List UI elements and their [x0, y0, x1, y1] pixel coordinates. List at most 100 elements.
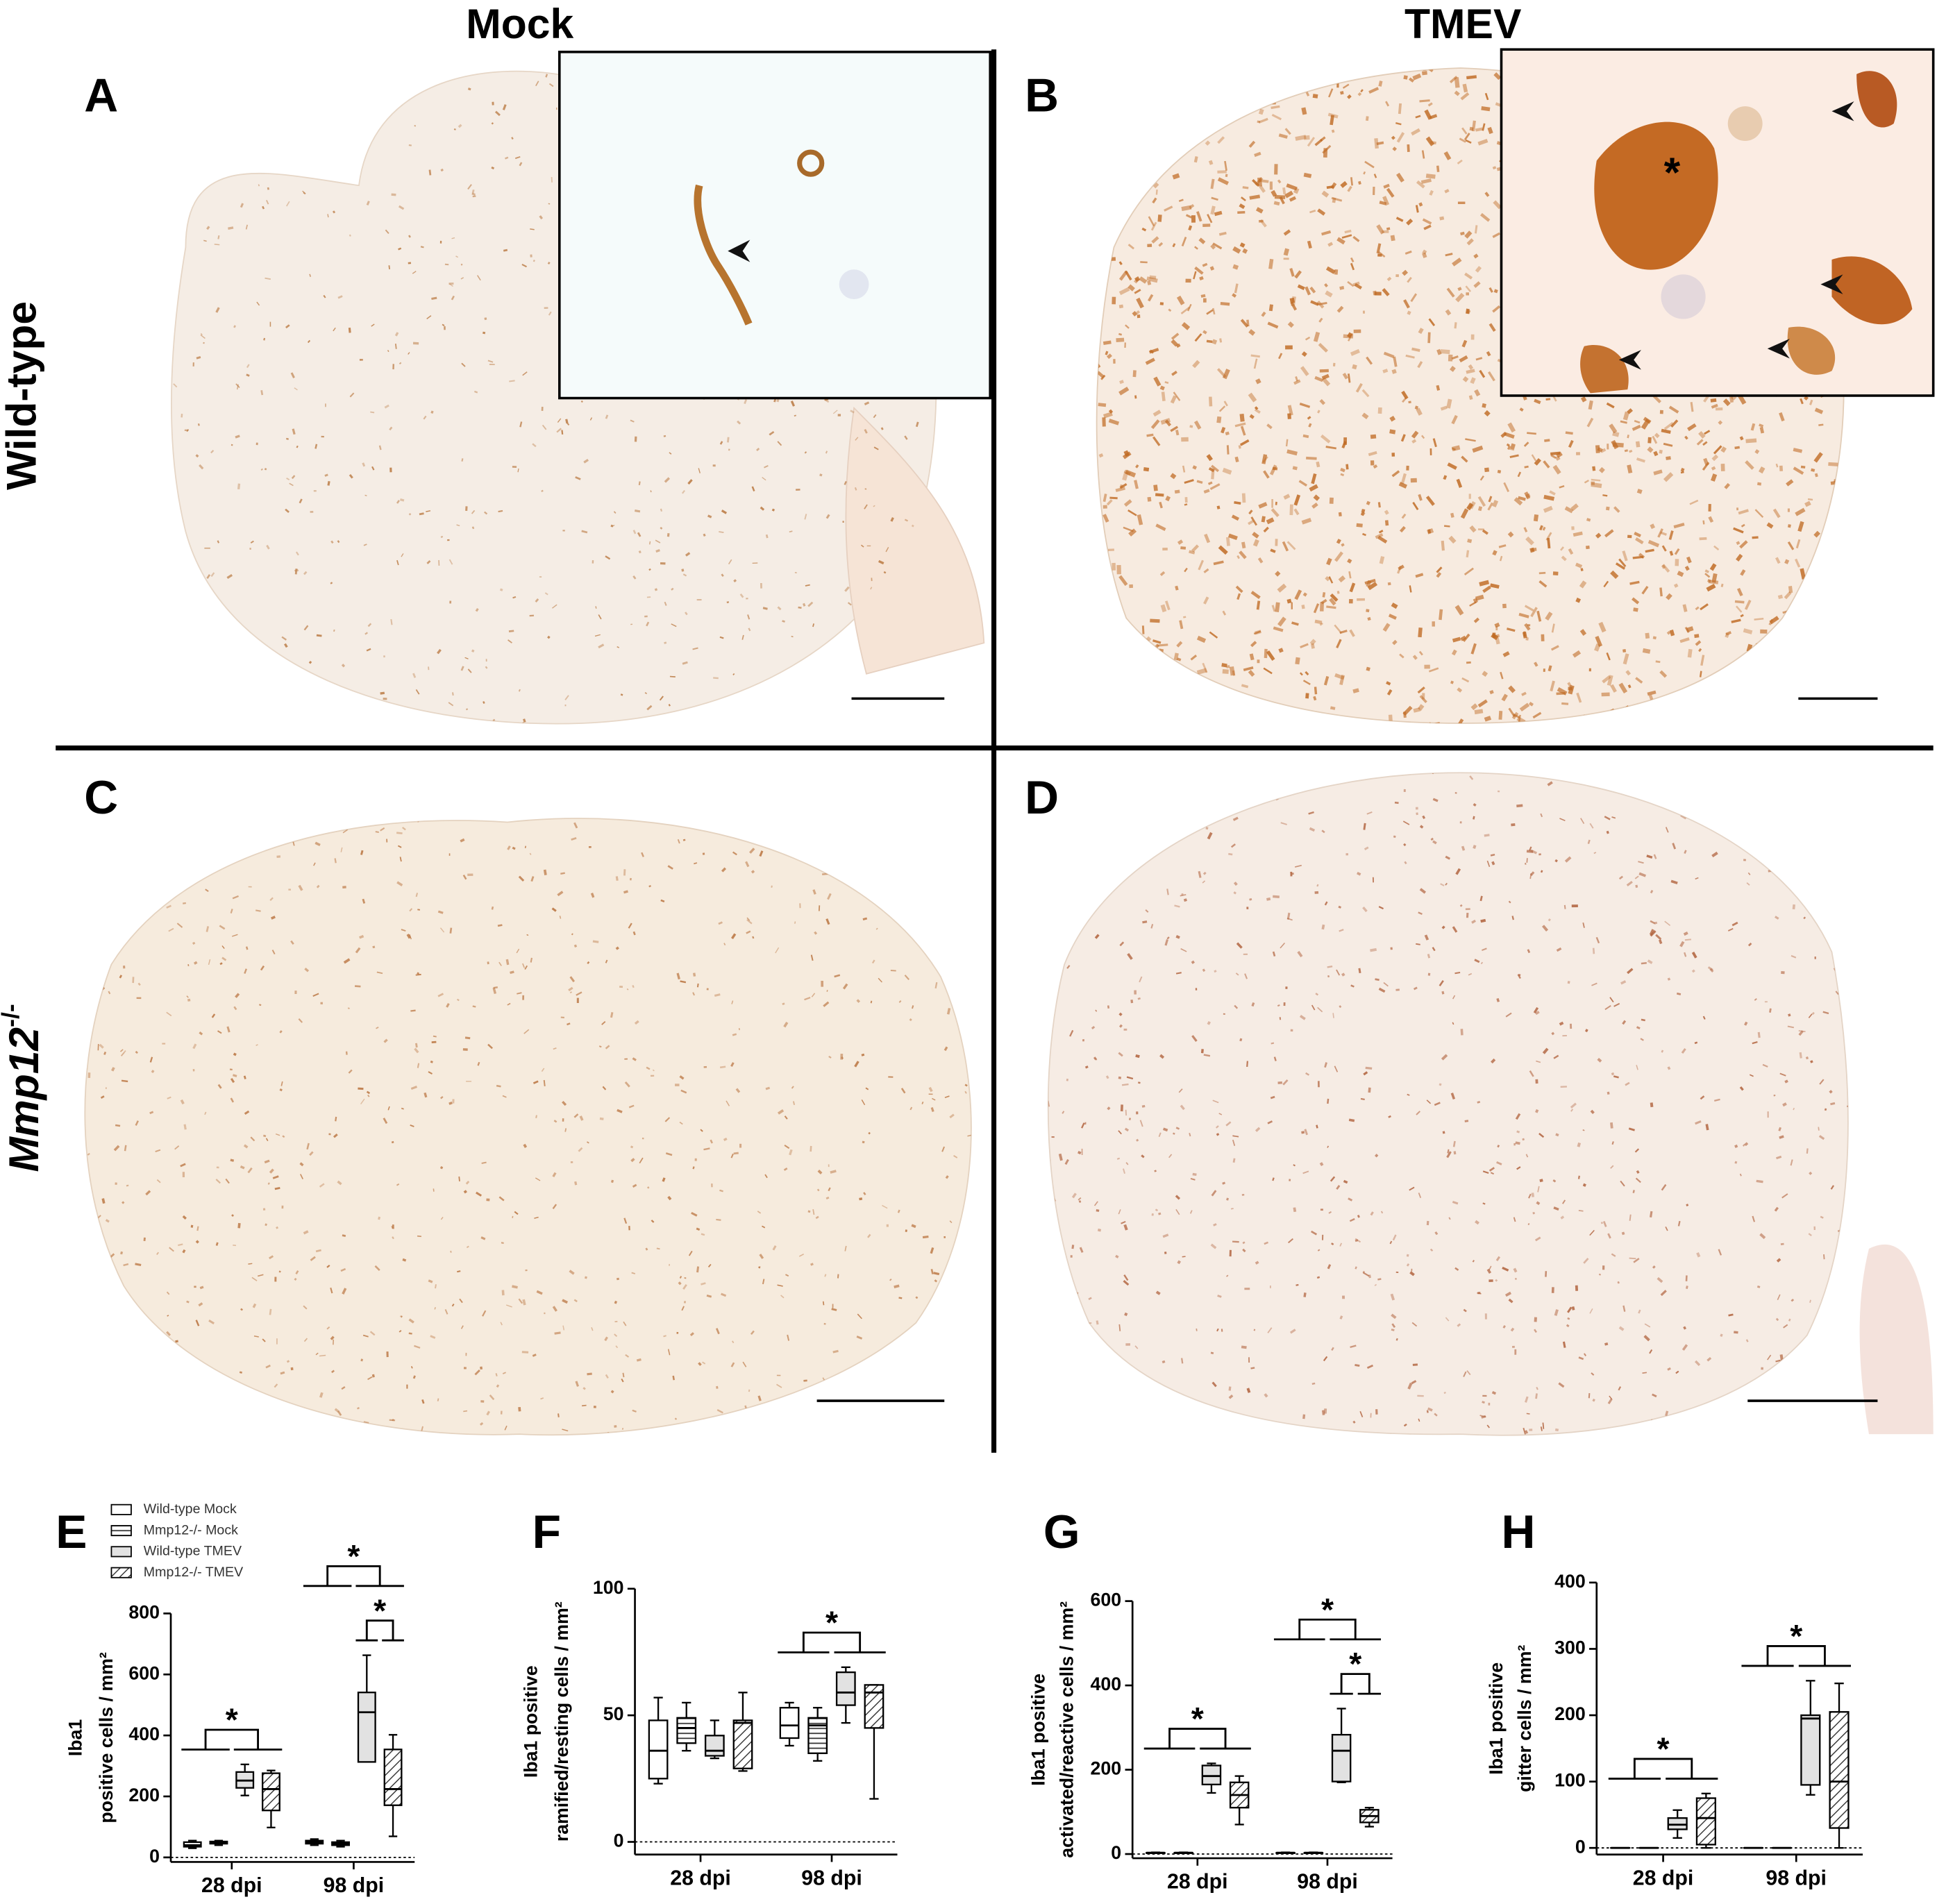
stain: [539, 215, 544, 220]
stain: [1663, 421, 1674, 430]
stain: [610, 524, 614, 528]
y-axis-label: Iba1 positive: [521, 1665, 542, 1778]
stain: [1350, 984, 1355, 988]
stain: [1234, 1004, 1239, 1009]
stain: [1800, 465, 1806, 469]
stain: [1593, 852, 1597, 854]
stain: [1153, 485, 1158, 491]
stain: [1779, 1135, 1784, 1139]
stain: [1395, 122, 1402, 126]
stain: [1160, 666, 1164, 673]
stain: [1486, 1424, 1490, 1429]
stain: [721, 509, 728, 514]
stain: [103, 1051, 107, 1055]
stain: [1473, 598, 1478, 604]
stain: [1783, 1324, 1788, 1329]
stain: [1491, 861, 1495, 866]
stain: [295, 1270, 299, 1274]
stain: [1127, 284, 1135, 292]
stain: [1531, 454, 1537, 462]
stain: [181, 627, 187, 631]
stain: [460, 666, 464, 671]
stain: [1205, 140, 1211, 146]
stain: [1495, 1279, 1498, 1282]
stain: [260, 468, 263, 471]
stain: [1422, 249, 1427, 255]
stain: [1425, 496, 1435, 506]
stain: [916, 868, 922, 874]
stain: [1134, 105, 1140, 109]
y-axis-label: Iba1 positive: [1486, 1662, 1507, 1775]
y-tick-label: 200: [128, 1785, 160, 1805]
stain: [184, 191, 188, 196]
stain: [1217, 1295, 1222, 1298]
stain: [846, 1422, 849, 1425]
stain: [1147, 280, 1152, 285]
stain: [1649, 929, 1654, 936]
stain: [1316, 884, 1319, 887]
stain: [1559, 818, 1566, 822]
stain: [782, 620, 785, 623]
stain: [1350, 177, 1353, 186]
stain: [1784, 623, 1795, 629]
inset-b-nucleus: [1661, 274, 1706, 319]
stain: [1373, 174, 1377, 178]
stain: [1363, 171, 1366, 175]
stain: [1460, 1029, 1464, 1036]
stain: [976, 1422, 980, 1423]
stain: [1582, 714, 1586, 721]
stain: [1477, 138, 1489, 146]
stain: [1412, 655, 1418, 660]
stain: [1788, 1318, 1791, 1322]
stain: [1436, 385, 1441, 391]
stain: [306, 1143, 310, 1150]
stain: [1665, 1227, 1668, 1231]
stain: [326, 1326, 330, 1330]
stain: [1545, 398, 1551, 401]
stain: [1704, 696, 1709, 701]
stain: [812, 623, 815, 627]
stain: [1665, 1410, 1669, 1417]
stain: [706, 1295, 712, 1298]
stain: [303, 625, 309, 631]
stain: [363, 1421, 369, 1425]
stain: [342, 704, 345, 709]
stain: [1531, 1193, 1535, 1197]
stain: [1242, 1241, 1246, 1245]
stain: [1239, 550, 1247, 559]
stain: [1854, 553, 1856, 560]
stain: [831, 1308, 837, 1311]
stain: [1523, 1427, 1526, 1435]
stain: [1586, 518, 1591, 522]
stain: [1625, 1081, 1630, 1086]
legend-swatch: [110, 1525, 132, 1537]
stain: [1650, 523, 1656, 530]
stain: [1500, 432, 1507, 438]
stain: [402, 1258, 407, 1262]
stain: [440, 1217, 444, 1220]
stain: [1284, 128, 1291, 135]
stain: [1322, 592, 1326, 598]
stain: [502, 1372, 506, 1374]
stain: [1159, 385, 1165, 391]
stain: [1166, 936, 1170, 940]
stain: [1772, 508, 1781, 519]
stain: [1551, 623, 1555, 633]
stain: [1264, 1393, 1268, 1398]
significance-bracket: [181, 1728, 283, 1751]
stain: [620, 693, 623, 696]
stain: [396, 832, 403, 834]
stain: [605, 555, 611, 560]
stain: [1164, 939, 1168, 946]
box: [704, 1735, 725, 1757]
stain: [1463, 1371, 1467, 1377]
stain: [521, 264, 527, 268]
stain: [1734, 600, 1745, 604]
stain: [864, 726, 870, 727]
stain: [1212, 242, 1223, 250]
stain: [1384, 509, 1389, 515]
stain: [1578, 1356, 1584, 1360]
stain: [1659, 939, 1663, 945]
stain: [1187, 303, 1192, 312]
stain: [682, 661, 688, 665]
